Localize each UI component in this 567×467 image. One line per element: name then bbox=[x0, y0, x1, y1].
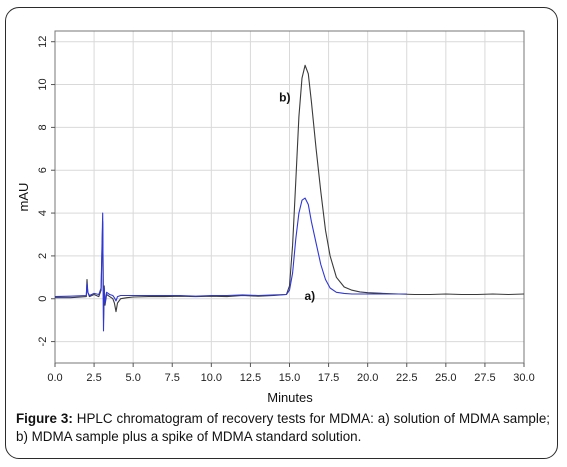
y-tick-label: 10 bbox=[37, 78, 49, 90]
x-tick-label: 10.0 bbox=[201, 372, 222, 384]
x-tick-label: 20.0 bbox=[357, 372, 378, 384]
y-tick-label: 6 bbox=[37, 167, 49, 173]
y-axis-label: mAU bbox=[16, 183, 31, 212]
series-line-a bbox=[54, 197, 407, 332]
y-tick-label: 2 bbox=[37, 253, 49, 259]
figure-frame bbox=[5, 7, 558, 459]
grid bbox=[55, 31, 524, 363]
x-tick-label: 15.0 bbox=[279, 372, 300, 384]
x-tick-label: 30.0 bbox=[513, 372, 534, 384]
peak-annotation: b) bbox=[279, 91, 290, 105]
x-axis-label: Minutes bbox=[267, 390, 313, 405]
x-tick-label: 7.5 bbox=[165, 372, 180, 384]
x-tick-label: 25.0 bbox=[435, 372, 456, 384]
x-tick-label: 5.0 bbox=[126, 372, 141, 384]
peak-annotation: a) bbox=[304, 289, 315, 303]
x-tick-label: 22.5 bbox=[396, 372, 417, 384]
x-tick-label: 27.5 bbox=[474, 372, 495, 384]
y-tick-label: -2 bbox=[37, 337, 49, 347]
x-tick-label: 2.5 bbox=[86, 372, 101, 384]
caption-text: HPLC chromatogram of recovery tests for … bbox=[16, 411, 550, 444]
annotations-group: b) a) bbox=[279, 91, 315, 303]
y-tick-label: 8 bbox=[37, 124, 49, 130]
series-group bbox=[54, 64, 525, 332]
figure-caption: Figure 3: HPLC chromatogram of recovery … bbox=[16, 410, 550, 446]
x-tick-label: 17.5 bbox=[318, 372, 339, 384]
x-tick-label: 12.5 bbox=[240, 372, 261, 384]
axes: 0.0 2.5 5.0 7.5 10.0 12.5 15.0 17.5 20.0 22.5 25.0… bbox=[37, 36, 535, 384]
chromatogram-chart: 0.0 2.5 5.0 7.5 10.0 12.5 15.0 17.5 20.0 22.5 25.0… bbox=[16, 30, 535, 405]
y-tick-label: 4 bbox=[37, 210, 49, 216]
y-tick-label: 12 bbox=[37, 36, 49, 48]
y-tick-label: 0 bbox=[37, 296, 49, 302]
caption-label: Figure 3: bbox=[16, 411, 73, 426]
x-tick-label: 0.0 bbox=[47, 372, 62, 384]
